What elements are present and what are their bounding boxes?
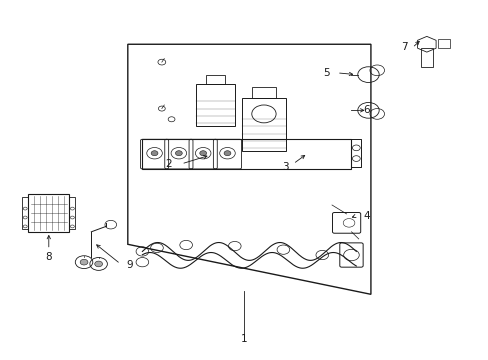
- Circle shape: [175, 151, 182, 156]
- Text: 1: 1: [241, 334, 247, 344]
- Bar: [69, 197, 75, 229]
- Text: 8: 8: [45, 252, 52, 262]
- Bar: [420, 48, 432, 67]
- Bar: [242, 98, 285, 152]
- Text: 2: 2: [164, 159, 171, 169]
- Circle shape: [80, 259, 88, 265]
- Bar: [196, 84, 234, 126]
- Circle shape: [224, 151, 230, 156]
- Text: 9: 9: [126, 260, 133, 270]
- Circle shape: [151, 151, 158, 156]
- Bar: [142, 139, 351, 169]
- Bar: [22, 197, 28, 229]
- Text: 4: 4: [363, 211, 369, 221]
- Bar: [28, 194, 69, 232]
- Text: 7: 7: [400, 42, 407, 52]
- Bar: [251, 87, 276, 98]
- Text: 6: 6: [363, 105, 369, 115]
- Bar: [437, 39, 449, 48]
- Circle shape: [95, 261, 102, 267]
- Text: 3: 3: [282, 162, 288, 172]
- Circle shape: [200, 151, 206, 156]
- Text: 5: 5: [322, 68, 329, 78]
- Bar: [205, 75, 224, 84]
